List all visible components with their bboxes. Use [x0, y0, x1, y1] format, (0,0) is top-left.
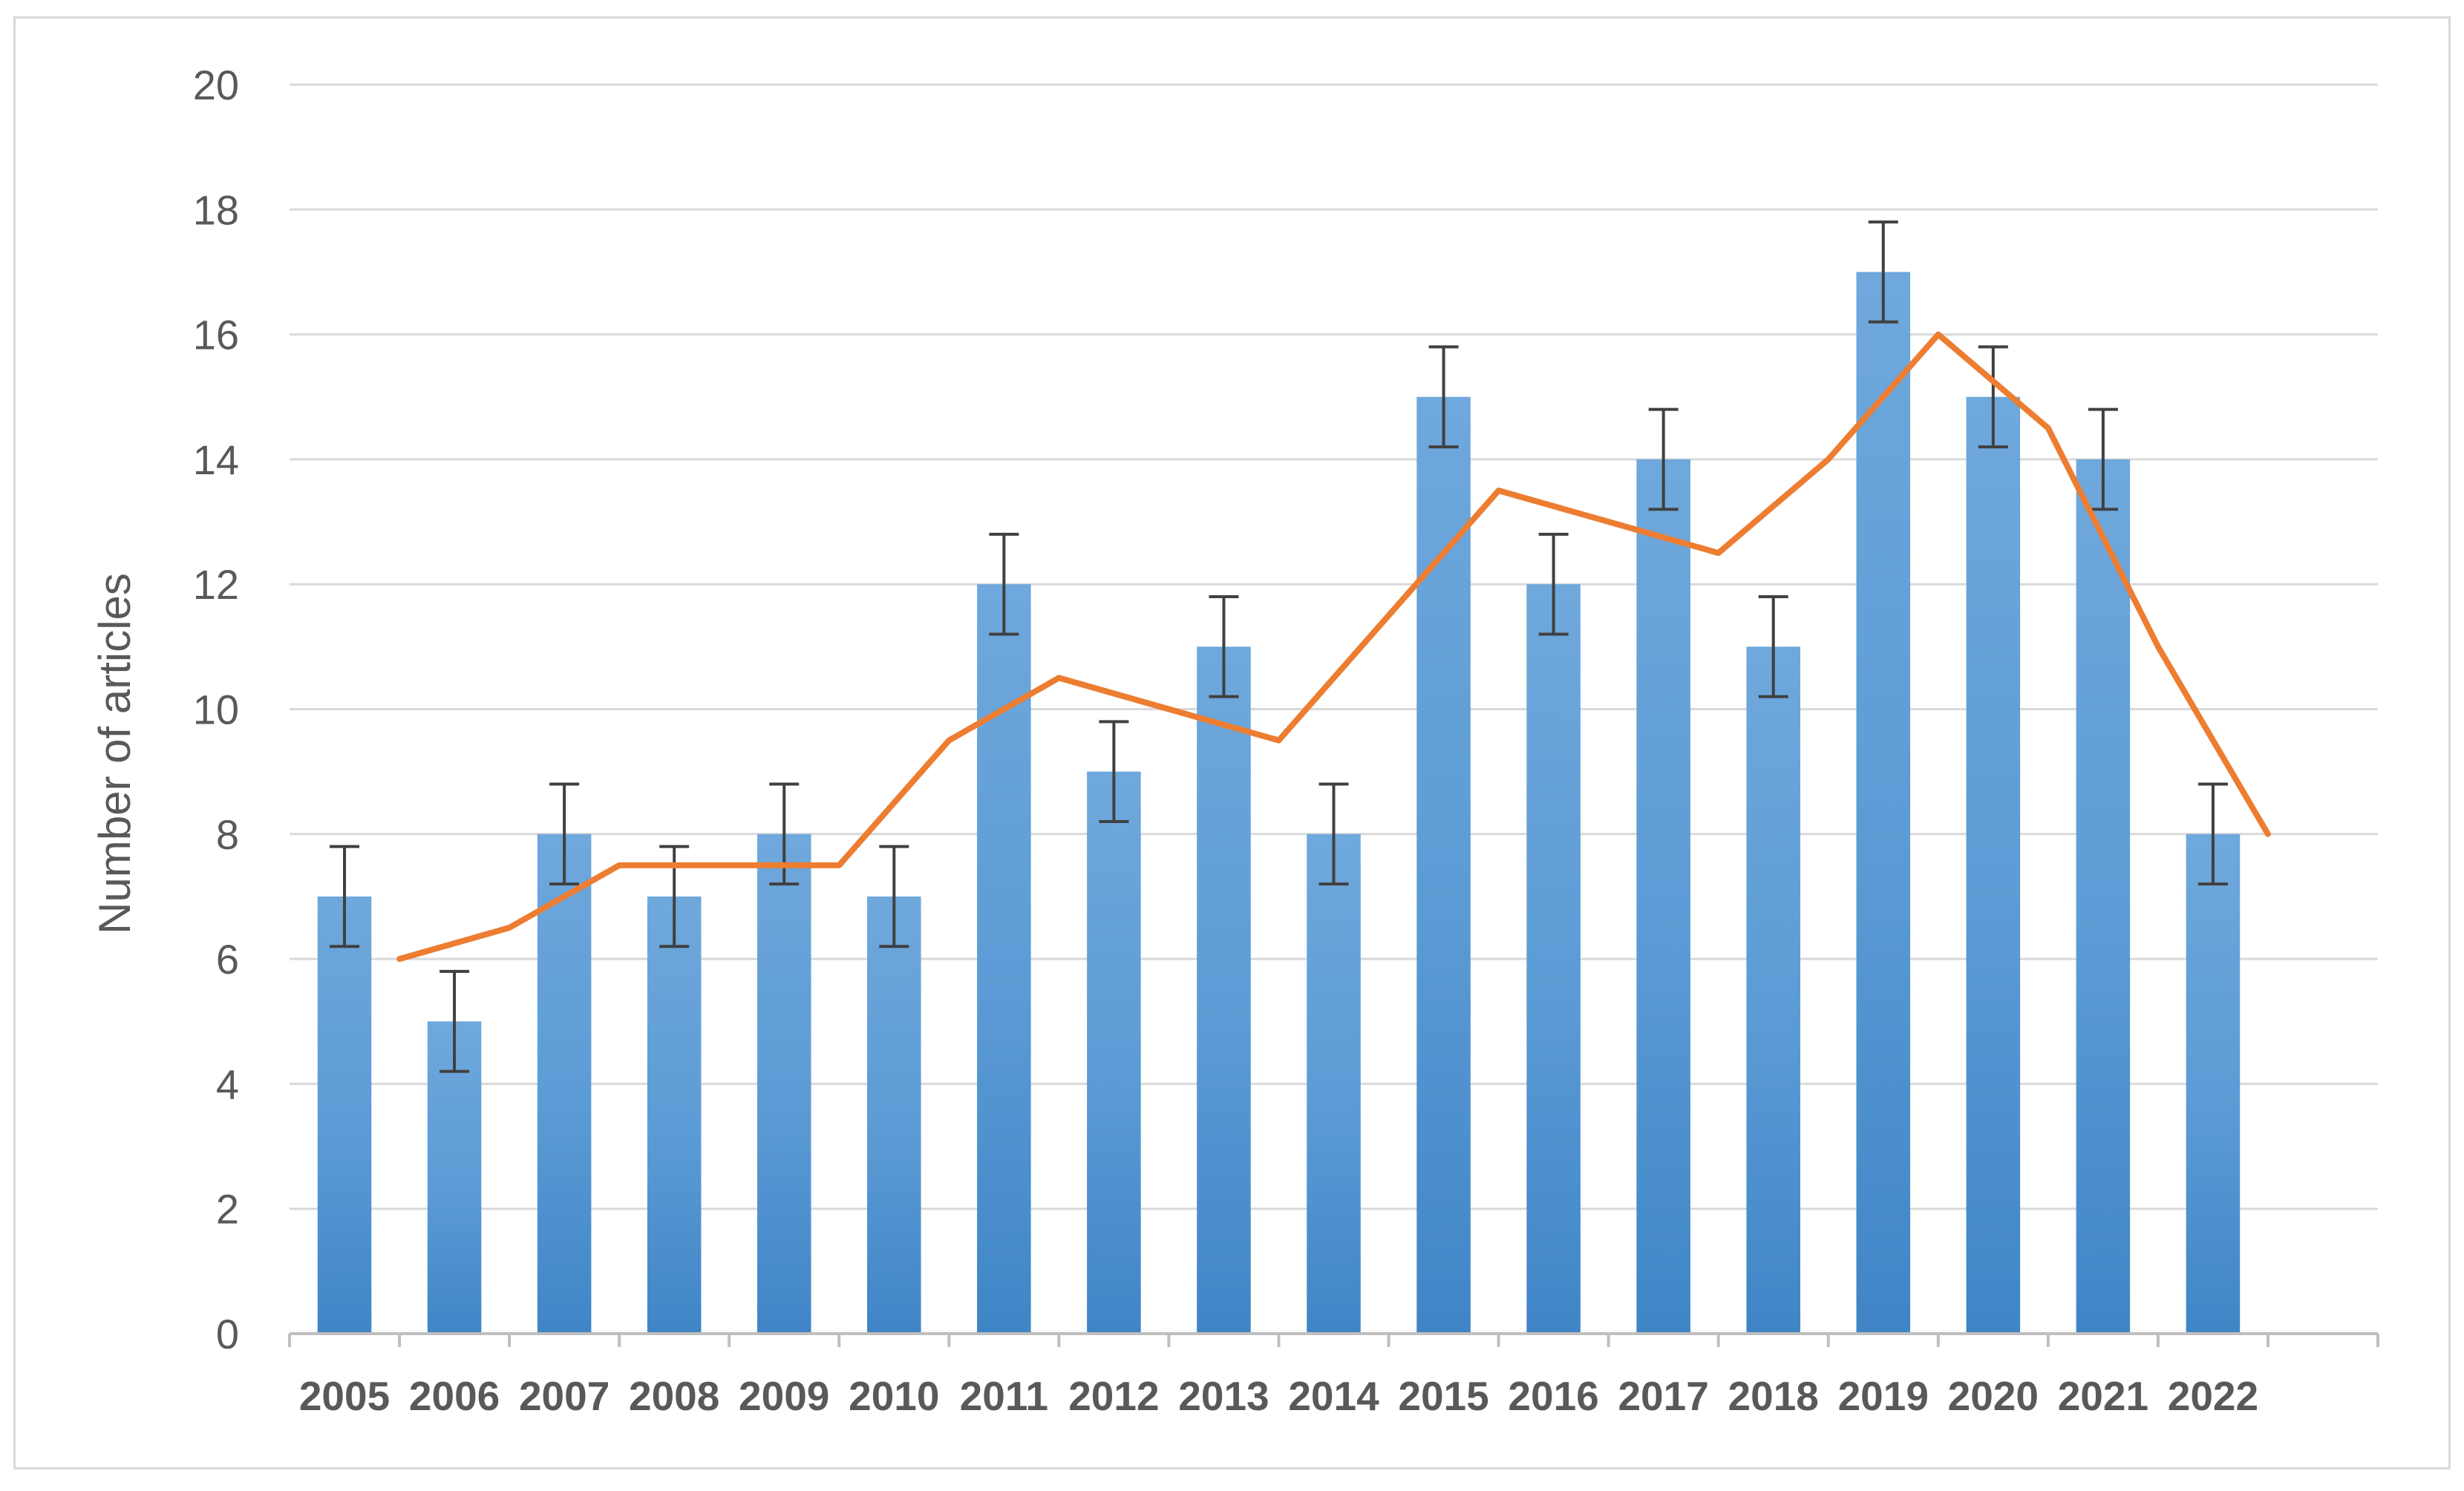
y-axis-tick-labels: 0 2 4 6 8 10 12 14 16 18 20 — [193, 62, 239, 1357]
bar — [1746, 646, 1800, 1334]
y-tick-label: 4 — [216, 1061, 239, 1107]
x-tick-label: 2006 — [409, 1373, 500, 1419]
bar — [2076, 459, 2131, 1334]
bar — [1416, 396, 1471, 1334]
x-tick-label: 2022 — [2168, 1373, 2258, 1419]
bar — [1307, 833, 1361, 1334]
y-tick-label: 6 — [216, 936, 239, 983]
bar — [1636, 459, 1690, 1334]
bar — [537, 833, 592, 1334]
y-tick-label: 0 — [216, 1311, 239, 1357]
x-tick-label: 2016 — [1508, 1373, 1598, 1419]
y-tick-label: 12 — [193, 561, 239, 608]
x-tick-label: 2010 — [849, 1373, 939, 1419]
x-tick-label: 2014 — [1288, 1373, 1379, 1419]
bar — [317, 896, 372, 1334]
x-tick-label: 2021 — [2058, 1373, 2148, 1419]
error-bars — [330, 220, 2228, 1073]
y-tick-label: 2 — [216, 1186, 239, 1233]
y-tick-label: 14 — [193, 436, 239, 483]
bar-series — [317, 272, 2241, 1334]
x-axis — [288, 1332, 2379, 1347]
bar — [427, 1021, 482, 1334]
bar — [756, 833, 811, 1334]
x-tick-label: 2005 — [299, 1373, 390, 1419]
x-tick-label: 2009 — [739, 1373, 829, 1419]
x-tick-label: 2020 — [1948, 1373, 2039, 1419]
y-tick-label: 8 — [216, 811, 239, 858]
x-axis-tick-labels: 2005 2006 2007 2008 2009 2010 2011 2012 2013 2014… — [299, 1373, 2258, 1419]
bar — [1526, 584, 1581, 1334]
x-tick-label: 2018 — [1728, 1373, 1819, 1419]
x-tick-label: 2015 — [1398, 1373, 1488, 1419]
bar — [1087, 771, 1141, 1334]
trend-line-series — [396, 331, 2271, 963]
y-axis-title: Number of articles — [90, 573, 140, 934]
gridlines — [290, 83, 2378, 1210]
x-tick-label: 2017 — [1618, 1373, 1708, 1419]
y-tick-label: 20 — [193, 62, 239, 108]
x-tick-label: 2012 — [1068, 1373, 1159, 1419]
y-tick-label: 10 — [193, 686, 239, 733]
bar — [1856, 272, 1911, 1334]
bar — [867, 896, 921, 1334]
y-tick-label: 18 — [193, 186, 239, 233]
x-tick-label: 2008 — [629, 1373, 719, 1419]
bar — [1966, 396, 2021, 1334]
bar — [2186, 833, 2241, 1334]
x-tick-label: 2013 — [1178, 1373, 1269, 1419]
bar — [1197, 646, 1251, 1334]
y-tick-label: 16 — [193, 312, 239, 358]
bar — [647, 896, 702, 1334]
x-tick-label: 2007 — [519, 1373, 610, 1419]
x-tick-label: 2019 — [1838, 1373, 1929, 1419]
x-tick-label: 2011 — [960, 1373, 1048, 1419]
trend-line — [396, 331, 2271, 963]
